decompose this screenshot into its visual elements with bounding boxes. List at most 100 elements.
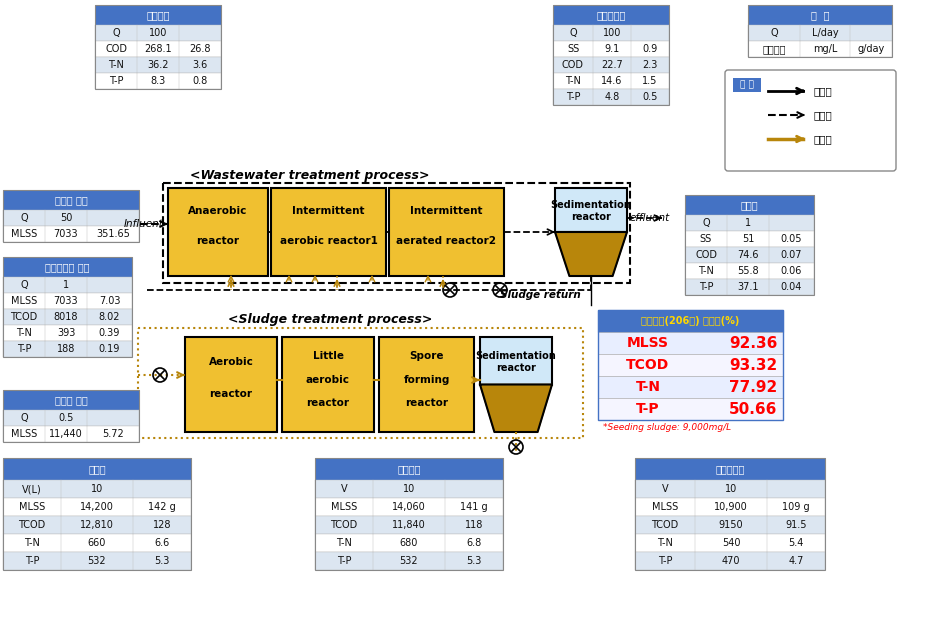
Bar [315, 458, 503, 570]
Text: T-N: T-N [698, 266, 714, 276]
Text: T-N: T-N [336, 538, 351, 548]
Text: 6.8: 6.8 [466, 538, 482, 548]
Text: MLSS: MLSS [10, 429, 37, 439]
Text: 142 g: 142 g [148, 502, 176, 512]
Text: 51: 51 [742, 234, 754, 244]
Text: T-P: T-P [566, 92, 580, 102]
Text: MLSS: MLSS [10, 229, 37, 239]
Text: 10: 10 [403, 484, 415, 494]
Text: Little: Little [313, 351, 344, 361]
Text: reactor: reactor [496, 363, 536, 373]
Text: T-P: T-P [336, 556, 351, 566]
Text: 1.5: 1.5 [642, 76, 657, 86]
Bar [553, 89, 669, 105]
Text: T-P: T-P [17, 344, 31, 354]
Text: 4.7: 4.7 [788, 556, 804, 566]
Text: 포자형성조: 포자형성조 [715, 464, 745, 474]
Text: 0.9: 0.9 [642, 44, 657, 54]
Bar [685, 195, 814, 295]
Text: TCOD: TCOD [10, 312, 38, 322]
Text: MLSS: MLSS [652, 502, 678, 512]
Text: <Sludge treatment process>: <Sludge treatment process> [228, 314, 432, 327]
Text: V: V [341, 484, 348, 494]
Bar [315, 534, 503, 552]
Text: 1: 1 [63, 280, 69, 290]
Text: Q: Q [770, 28, 778, 38]
Text: 8018: 8018 [54, 312, 78, 322]
Text: 540: 540 [722, 538, 740, 548]
Text: T-N: T-N [565, 76, 581, 86]
Bar [3, 390, 139, 410]
Bar [95, 5, 221, 89]
Text: 680: 680 [400, 538, 418, 548]
Text: 슬러지 반송: 슬러지 반송 [54, 195, 87, 205]
Bar [3, 458, 191, 480]
Text: 0.19: 0.19 [99, 344, 121, 354]
Bar [315, 552, 503, 570]
Bar [748, 5, 892, 25]
Text: 91.5: 91.5 [786, 520, 807, 530]
Text: 100: 100 [149, 28, 167, 38]
Bar [635, 458, 825, 570]
Text: 슬러지: 슬러지 [813, 134, 832, 144]
Text: g/day: g/day [857, 44, 884, 54]
Text: T-P: T-P [657, 556, 673, 566]
Bar [95, 73, 221, 89]
Text: aerated reactor2: aerated reactor2 [396, 236, 497, 246]
Text: 5.72: 5.72 [103, 429, 124, 439]
Text: 0.8: 0.8 [192, 76, 208, 86]
Bar [685, 195, 814, 215]
Text: Aerobic: Aerobic [209, 357, 254, 367]
Bar [163, 183, 630, 283]
Text: 슬러지 반송: 슬러지 반송 [54, 395, 87, 405]
Text: Q: Q [20, 413, 28, 423]
Bar [3, 277, 132, 293]
Bar [3, 480, 191, 498]
Bar [553, 73, 669, 89]
Text: T-P: T-P [25, 556, 39, 566]
Text: 하수체리수: 하수체리수 [597, 10, 626, 20]
Bar [685, 247, 814, 263]
Bar [3, 325, 132, 341]
Text: 빈폭기조: 빈폭기조 [397, 464, 421, 474]
Text: 0.39: 0.39 [99, 328, 121, 338]
Text: L/day: L/day [811, 28, 838, 38]
Bar [733, 78, 761, 92]
Text: TCOD: TCOD [331, 520, 357, 530]
Text: SS: SS [567, 44, 580, 54]
Text: T-N: T-N [108, 60, 124, 70]
Text: 470: 470 [722, 556, 740, 566]
Text: 50.66: 50.66 [729, 402, 777, 417]
Bar [3, 552, 191, 570]
Bar [315, 480, 503, 498]
Text: 393: 393 [57, 328, 75, 338]
Bar [3, 534, 191, 552]
Text: 77.92: 77.92 [729, 379, 777, 394]
Bar [685, 231, 814, 247]
Text: MLSS: MLSS [19, 502, 46, 512]
Text: 11,440: 11,440 [49, 429, 83, 439]
Text: 660: 660 [87, 538, 106, 548]
Bar [748, 5, 892, 57]
Text: 0.5: 0.5 [642, 92, 657, 102]
Text: 532: 532 [400, 556, 418, 566]
Text: 7.03: 7.03 [99, 296, 121, 306]
Text: 10,900: 10,900 [714, 502, 748, 512]
Text: 26.8: 26.8 [189, 44, 211, 54]
Text: 7033: 7033 [54, 296, 78, 306]
Text: 운전기간(206일) 제거율(%): 운전기간(206일) 제거율(%) [641, 316, 740, 326]
Text: 9.1: 9.1 [604, 44, 619, 54]
Text: 37.1: 37.1 [737, 282, 759, 292]
Text: 반류수: 반류수 [813, 110, 832, 120]
Bar [95, 41, 221, 57]
Bar [748, 25, 892, 41]
Bar [555, 188, 627, 232]
Text: Sludge return: Sludge return [500, 290, 580, 300]
Text: COD: COD [695, 250, 717, 260]
Bar [379, 337, 474, 432]
Text: 100: 100 [603, 28, 621, 38]
Bar [315, 516, 503, 534]
Text: COD: COD [562, 60, 584, 70]
Text: V(L): V(L) [22, 484, 42, 494]
Text: 범 례: 범 례 [740, 81, 754, 89]
